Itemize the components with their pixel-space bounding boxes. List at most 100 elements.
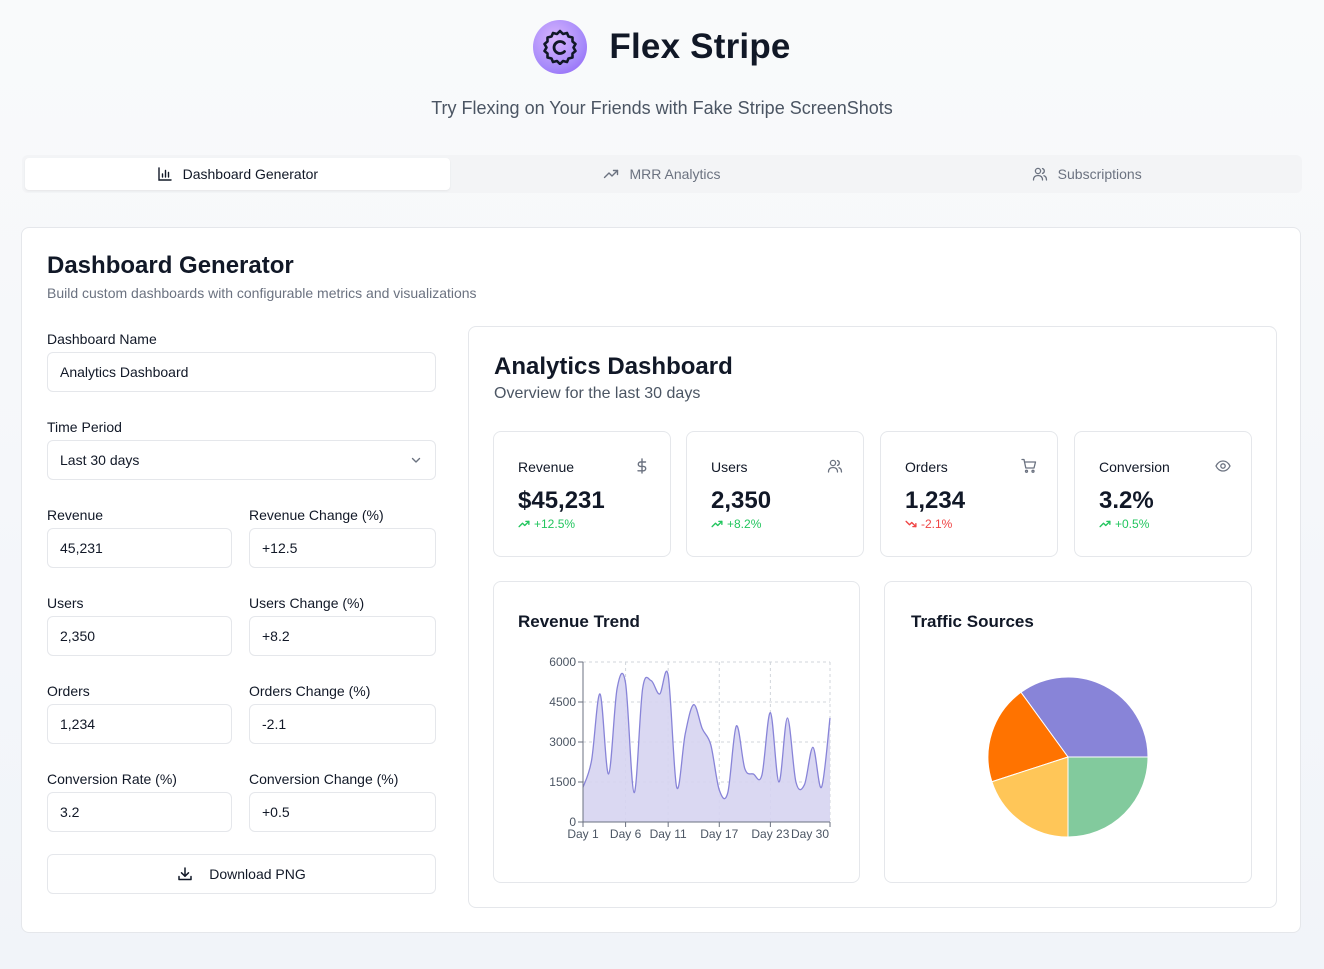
download-icon	[178, 867, 192, 881]
revenue-trend-card: Revenue Trend 0 1500 3000 4500 6000 Day 1 Day …	[493, 581, 860, 883]
y-tick-label: 0	[569, 815, 576, 829]
field-label: Dashboard Name	[47, 331, 157, 347]
cart-icon	[1021, 458, 1037, 473]
users-change-input[interactable]	[262, 628, 423, 644]
time-period-field: Time Period Last 30 days	[47, 418, 436, 480]
download-png-button[interactable]: Download PNG	[47, 854, 436, 894]
main-tabs: Dashboard Generator MRR Analytics Subscr…	[22, 155, 1302, 193]
traffic-sources-chart	[987, 676, 1149, 838]
conversion-input[interactable]	[60, 804, 219, 820]
metric-change: -2.1%	[905, 517, 952, 531]
trending-up-icon	[518, 520, 530, 528]
metric-change-value: +0.5%	[1115, 517, 1150, 531]
metric-card-revenue: Revenue $45,231 +12.5%	[493, 431, 671, 557]
revenue-area	[583, 671, 830, 822]
preview-subtitle: Overview for the last 30 days	[494, 385, 701, 402]
pie-slice	[987, 691, 1069, 783]
users-icon	[1032, 167, 1047, 181]
users-field: Users	[47, 594, 232, 656]
eye-icon	[1215, 460, 1231, 472]
dashboard-generator-card: Dashboard Generator Build custom dashboa…	[21, 227, 1301, 933]
y-tick-label: 3000	[549, 735, 576, 749]
brand: Flex Stripe	[0, 18, 1324, 76]
metric-value: 3.2%	[1099, 487, 1154, 514]
pie-slice	[991, 756, 1069, 838]
dashboard-name-field: Dashboard Name	[47, 330, 436, 392]
metric-change: +12.5%	[518, 517, 575, 531]
trending-down-icon	[905, 520, 917, 528]
chart-title: Traffic Sources	[911, 612, 1034, 631]
trending-up-icon	[604, 169, 619, 179]
metric-label: Revenue	[518, 459, 575, 475]
conversion-field: Conversion Rate (%)	[47, 770, 232, 832]
tab-dashboard-generator[interactable]: Dashboard Generator	[25, 158, 450, 190]
conversion-change-input-wrap	[249, 792, 436, 832]
users-input[interactable]	[60, 628, 219, 644]
users-change-input-wrap	[249, 616, 436, 656]
metric-change-value: +12.5%	[534, 517, 576, 531]
revenue-input-wrap	[47, 528, 232, 568]
field-label: Orders	[47, 683, 90, 699]
x-tick-label: Day 11	[650, 827, 687, 841]
revenue-input[interactable]	[60, 540, 219, 556]
section-title: Dashboard Generator	[47, 252, 294, 279]
dashboard-name-input[interactable]	[60, 364, 423, 380]
metric-card-orders: Orders 1,234 -2.1%	[880, 431, 1058, 557]
tab-subscriptions[interactable]: Subscriptions	[874, 158, 1299, 190]
pie-slice	[1020, 676, 1149, 758]
users-input-wrap	[47, 616, 232, 656]
logo-copyright-icon	[533, 20, 588, 74]
orders-change-input[interactable]	[262, 716, 423, 732]
tab-label: Subscriptions	[1057, 166, 1142, 182]
field-label: Revenue Change (%)	[249, 507, 384, 523]
app-title: Flex Stripe	[609, 27, 791, 66]
field-label: Conversion Change (%)	[249, 771, 399, 787]
conversion-change-input[interactable]	[262, 804, 423, 820]
traffic-sources-card: Traffic Sources	[884, 581, 1252, 883]
time-period-select[interactable]: Last 30 days	[47, 440, 436, 480]
bar-chart-icon	[157, 167, 172, 181]
field-label: Time Period	[47, 419, 122, 435]
field-label: Conversion Rate (%)	[47, 771, 177, 787]
field-label: Users Change (%)	[249, 595, 365, 611]
orders-input-wrap	[47, 704, 232, 744]
dashboard-name-input-wrap	[47, 352, 436, 392]
field-label: Orders Change (%)	[249, 683, 371, 699]
metric-label: Conversion	[1099, 459, 1170, 475]
orders-change-input-wrap	[249, 704, 436, 744]
orders-field: Orders	[47, 682, 232, 744]
y-tick-label: 6000	[549, 655, 576, 669]
metric-change: +8.2%	[711, 517, 761, 531]
x-tick-label: Day 17	[700, 827, 738, 841]
chart-title: Revenue Trend	[518, 612, 640, 631]
app-header: Flex Stripe Try Flexing on Your Friends …	[0, 18, 1324, 119]
revenue-change-input-wrap	[249, 528, 436, 568]
trending-up-icon	[711, 520, 723, 528]
metric-card-users: Users 2,350 +8.2%	[686, 431, 864, 557]
tagline: Try Flexing on Your Friends with Fake St…	[431, 98, 893, 118]
dollar-icon	[637, 458, 647, 474]
revenue-trend-chart: 0 1500 3000 4500 6000 Day 1 Day 6 Day 11 Day 17 D…	[549, 655, 831, 841]
tab-label: Dashboard Generator	[182, 166, 319, 182]
metric-change: +0.5%	[1099, 517, 1149, 531]
orders-change-field: Orders Change (%)	[249, 682, 436, 744]
orders-input[interactable]	[60, 716, 219, 732]
y-tick-label: 4500	[549, 695, 576, 709]
revenue-change-field: Revenue Change (%)	[249, 506, 436, 568]
x-tick-label: Day 30	[791, 827, 829, 841]
metric-change-value: +8.2%	[727, 517, 762, 531]
metric-change-value: -2.1%	[921, 517, 953, 531]
preview-title: Analytics Dashboard	[494, 353, 733, 380]
metric-value: $45,231	[518, 487, 605, 514]
users-change-field: Users Change (%)	[249, 594, 436, 656]
metric-value: 1,234	[905, 487, 966, 514]
x-tick-label: Day 1	[567, 827, 599, 841]
x-tick-label: Day 6	[610, 827, 642, 841]
tab-mrr-analytics[interactable]: MRR Analytics	[450, 158, 875, 190]
revenue-field: Revenue	[47, 506, 232, 568]
metric-label: Orders	[905, 459, 948, 475]
tab-label: MRR Analytics	[629, 166, 721, 182]
revenue-change-input[interactable]	[262, 540, 423, 556]
trending-up-icon	[1099, 520, 1111, 528]
dashboard-preview: Analytics Dashboard Overview for the las…	[468, 326, 1277, 908]
